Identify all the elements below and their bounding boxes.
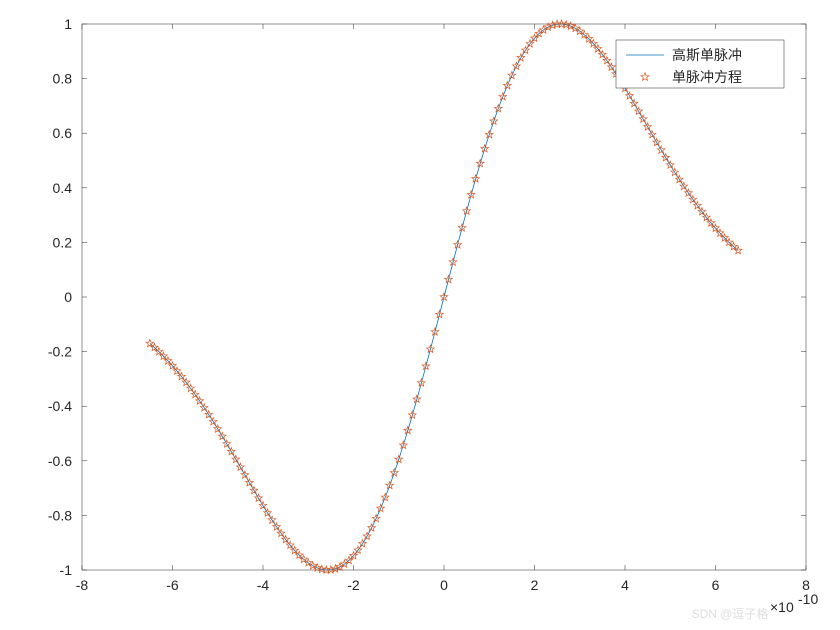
svg-text:高斯单脉冲: 高斯单脉冲 [672,47,742,63]
svg-text:单脉冲方程: 单脉冲方程 [672,69,742,85]
svg-text:-2: -2 [347,577,360,593]
chart-container: -8-6-4-202468-1-0.8-0.6-0.4-0.200.20.40.… [0,0,840,630]
svg-text:0.8: 0.8 [53,71,73,87]
svg-text:-8: -8 [76,577,89,593]
svg-text:0.2: 0.2 [53,234,73,250]
svg-text:SDN @逗子格: SDN @逗子格 [692,606,769,621]
svg-text:2: 2 [531,577,539,593]
svg-text:-1: -1 [60,562,73,578]
svg-text:0.4: 0.4 [53,180,73,196]
svg-text:6: 6 [712,577,720,593]
svg-text:-6: -6 [166,577,179,593]
svg-text:-0.8: -0.8 [48,507,72,523]
svg-text:-0.2: -0.2 [48,344,72,360]
svg-text:0.6: 0.6 [53,125,73,141]
svg-text:1: 1 [64,16,72,32]
svg-text:×10: ×10 [770,599,794,615]
svg-text:0: 0 [440,577,448,593]
svg-text:-0.4: -0.4 [48,398,72,414]
svg-text:-10: -10 [798,591,818,607]
svg-text:-4: -4 [257,577,270,593]
chart-svg: -8-6-4-202468-1-0.8-0.6-0.4-0.200.20.40.… [0,0,840,630]
svg-text:0: 0 [64,289,72,305]
svg-text:4: 4 [621,577,629,593]
svg-text:-0.6: -0.6 [48,453,72,469]
